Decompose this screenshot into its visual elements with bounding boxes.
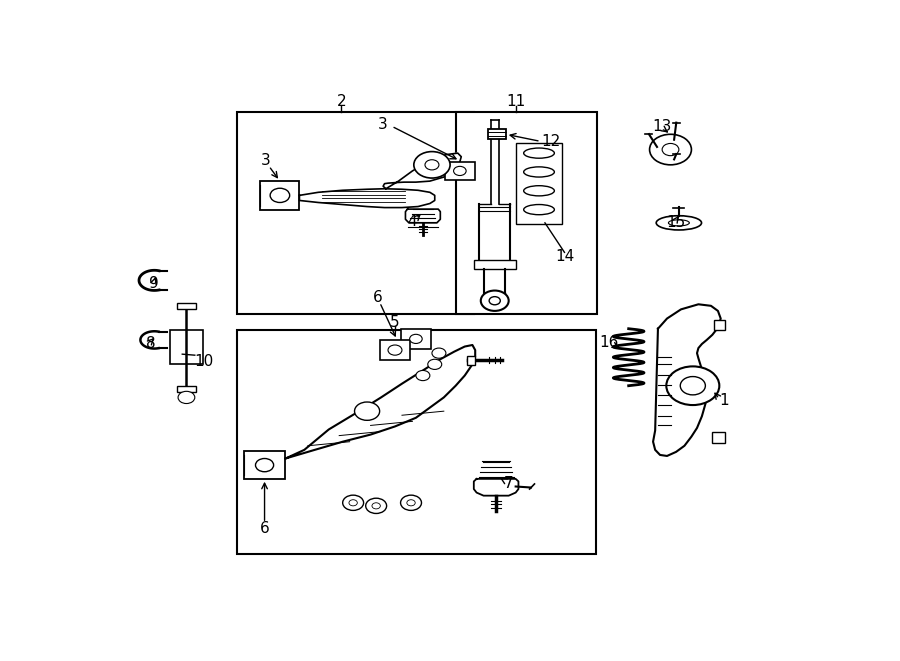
- Circle shape: [414, 151, 450, 178]
- Circle shape: [662, 143, 679, 156]
- Text: 7: 7: [504, 477, 514, 491]
- Circle shape: [343, 495, 364, 510]
- Text: 5: 5: [391, 315, 400, 330]
- Bar: [467, 356, 475, 365]
- Text: 16: 16: [599, 336, 619, 350]
- Text: 8: 8: [146, 336, 156, 352]
- Circle shape: [481, 291, 508, 311]
- Circle shape: [410, 334, 422, 344]
- Text: 10: 10: [194, 354, 214, 369]
- Polygon shape: [285, 345, 475, 459]
- Ellipse shape: [524, 186, 554, 196]
- Polygon shape: [383, 153, 461, 189]
- Bar: [445, 162, 475, 180]
- Bar: [237, 112, 473, 315]
- Circle shape: [388, 345, 402, 355]
- Ellipse shape: [524, 148, 554, 158]
- Bar: [176, 303, 196, 309]
- Text: 2: 2: [337, 95, 347, 109]
- Text: 13: 13: [652, 118, 671, 134]
- Text: 9: 9: [149, 276, 159, 292]
- Ellipse shape: [669, 220, 689, 226]
- Text: 3: 3: [378, 116, 388, 132]
- Polygon shape: [405, 209, 440, 223]
- Circle shape: [428, 360, 442, 369]
- Ellipse shape: [524, 204, 554, 215]
- Bar: [380, 340, 410, 360]
- Circle shape: [270, 188, 290, 202]
- Circle shape: [454, 167, 466, 176]
- Bar: [170, 330, 203, 364]
- Polygon shape: [653, 304, 721, 456]
- Polygon shape: [473, 479, 518, 496]
- Text: 12: 12: [541, 134, 560, 149]
- Text: 14: 14: [555, 249, 574, 264]
- Circle shape: [650, 134, 691, 165]
- Bar: [244, 451, 285, 479]
- Circle shape: [680, 377, 706, 395]
- Circle shape: [425, 160, 439, 170]
- Bar: [237, 330, 596, 554]
- Bar: [400, 329, 431, 349]
- Bar: [516, 143, 562, 224]
- Bar: [714, 319, 724, 330]
- Circle shape: [400, 495, 421, 510]
- Ellipse shape: [524, 167, 554, 177]
- Circle shape: [178, 391, 194, 403]
- Circle shape: [490, 297, 500, 305]
- Text: 3: 3: [261, 153, 271, 169]
- Bar: [473, 260, 516, 268]
- Circle shape: [666, 366, 719, 405]
- Text: 1: 1: [719, 393, 729, 408]
- Text: 4: 4: [408, 214, 418, 229]
- Text: 15: 15: [667, 215, 686, 230]
- Circle shape: [416, 370, 430, 381]
- Text: 11: 11: [506, 95, 526, 109]
- Circle shape: [349, 500, 357, 506]
- Ellipse shape: [656, 215, 701, 230]
- Circle shape: [407, 500, 415, 506]
- Circle shape: [256, 459, 274, 472]
- Circle shape: [365, 498, 387, 514]
- Circle shape: [432, 348, 446, 358]
- Bar: [713, 432, 725, 444]
- Polygon shape: [300, 189, 435, 208]
- Bar: [176, 386, 196, 393]
- Text: 6: 6: [373, 290, 382, 305]
- Circle shape: [372, 503, 381, 509]
- Bar: [260, 181, 300, 210]
- Bar: [456, 112, 598, 315]
- Text: 6: 6: [260, 521, 269, 535]
- Bar: [488, 129, 506, 139]
- Circle shape: [355, 402, 380, 420]
